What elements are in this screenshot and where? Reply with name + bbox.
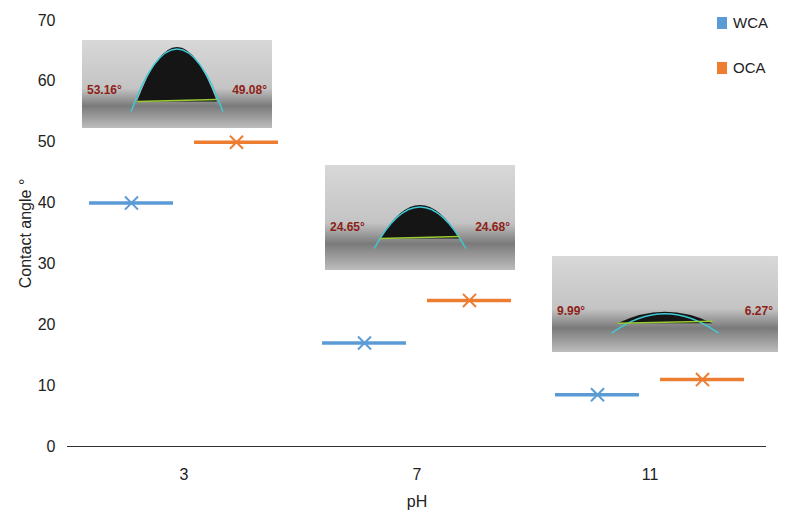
svg-text:11: 11 [642, 466, 659, 483]
svg-text:3: 3 [180, 466, 189, 483]
svg-text:pH: pH [407, 493, 427, 510]
svg-text:10: 10 [38, 377, 56, 394]
svg-text:9.99°: 9.99° [557, 304, 585, 318]
svg-text:50: 50 [38, 133, 56, 150]
svg-text:0: 0 [47, 438, 56, 455]
svg-text:30: 30 [38, 255, 56, 272]
svg-text:Contact angle °: Contact angle ° [17, 179, 34, 289]
svg-text:6.27°: 6.27° [745, 304, 773, 318]
svg-text:60: 60 [38, 72, 56, 89]
svg-text:70: 70 [38, 12, 56, 29]
svg-text:49.08°: 49.08° [232, 83, 267, 97]
svg-text:24.68°: 24.68° [475, 220, 510, 234]
svg-text:53.16°: 53.16° [87, 83, 122, 97]
svg-text:7: 7 [413, 466, 422, 483]
svg-text:40: 40 [38, 194, 56, 211]
svg-text:24.65°: 24.65° [330, 220, 365, 234]
svg-text:20: 20 [38, 316, 56, 333]
html-text:OCA: OCA [733, 59, 766, 76]
html-text:WCA: WCA [733, 14, 768, 31]
